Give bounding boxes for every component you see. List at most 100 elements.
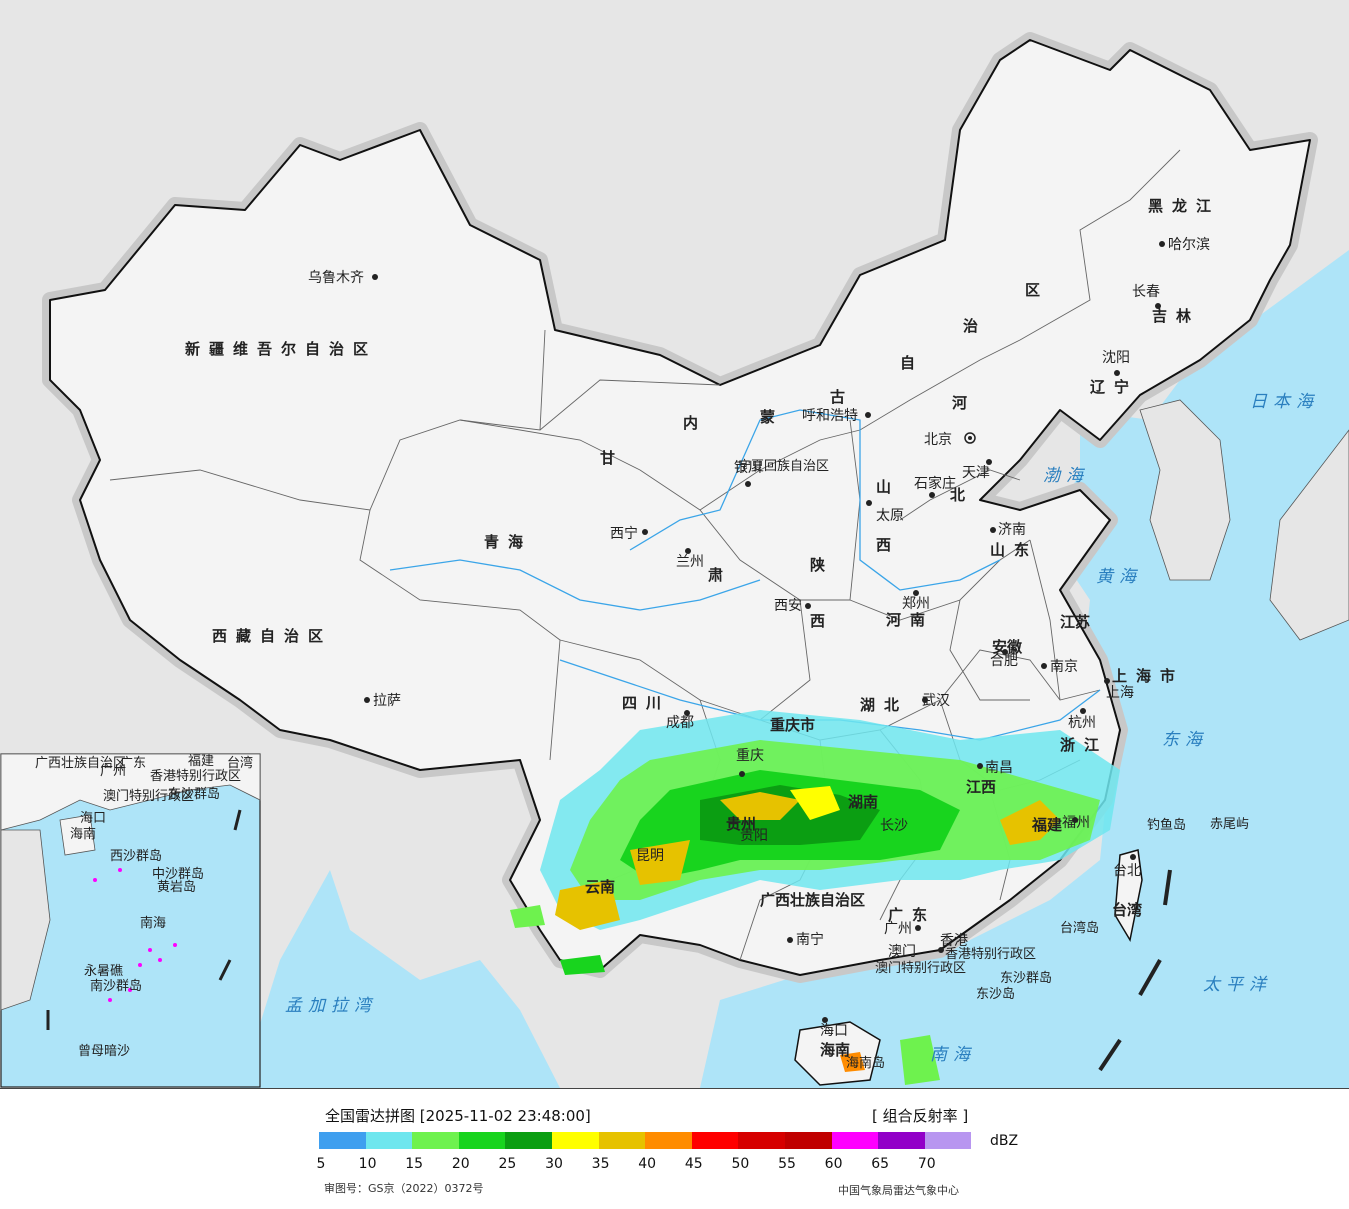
city-xian: 西安	[774, 598, 802, 614]
legend-approval-number: 审图号：GS京（2022）0372号	[324, 1182, 484, 1195]
inset-label-haikou: 海口	[80, 811, 106, 826]
label-jiangsu: 江苏	[1060, 613, 1090, 631]
legend-tick-label: 45	[684, 1156, 703, 1172]
city-shanghai: 上海	[1106, 685, 1134, 701]
legend-swatch	[831, 1132, 879, 1149]
legend-swatch	[319, 1132, 366, 1149]
label-gansu-2: 肃	[708, 566, 723, 584]
sea-bengal: 孟加拉湾	[285, 996, 377, 1016]
legend-tick-label: 35	[591, 1156, 610, 1172]
label-yunnan: 云南	[585, 878, 615, 896]
island-chiwei: 赤尾屿	[1210, 817, 1249, 832]
label-shandong: 山东	[990, 541, 1038, 559]
inset-label-zengmu: 曾母暗沙	[78, 1044, 130, 1059]
label-qinghai: 青海	[484, 533, 532, 551]
legend-tick-label: 65	[871, 1156, 890, 1172]
label-shaanxi: 陕	[810, 556, 825, 574]
legend-title: 全国雷达拼图 [2025-11-02 23:48:00]	[325, 1107, 591, 1125]
city-yinchuan: 银川	[734, 460, 762, 476]
legend-swatch	[878, 1132, 925, 1149]
sea-huanghai: 黄海	[1096, 567, 1142, 587]
label-shanghai-shi: 上海市	[1112, 667, 1184, 685]
label-henan: 河南	[886, 611, 934, 629]
city-urumqi: 乌鲁木齐	[308, 270, 364, 286]
korea-land	[1139, 399, 1231, 581]
legend-swatch	[924, 1132, 972, 1149]
label-macau: 澳门特别行政区	[875, 960, 966, 976]
inset-label-guangxi: 广西壮族自治区	[35, 755, 126, 771]
city-lhasa: 拉萨	[373, 693, 401, 709]
legend-panel: 全国雷达拼图 [2025-11-02 23:48:00] [ 组合反射率 ] d…	[0, 1088, 1349, 1209]
label-anhui: 安徽	[992, 638, 1023, 656]
label-xinjiang: 新疆维吾尔自治区	[185, 340, 377, 358]
label-zhejiang: 浙江	[1060, 736, 1108, 754]
legend-tick-label: 40	[638, 1156, 657, 1172]
taiwan-island	[1114, 849, 1143, 943]
label-xizang: 西藏自治区	[212, 627, 332, 645]
city-beijing: 北京	[924, 432, 952, 448]
label-neimenggu-6: 区	[1025, 281, 1040, 299]
legend-unit: dBZ	[990, 1133, 1019, 1149]
inset-label-macau: 澳门特别行政区	[103, 788, 194, 804]
city-guangzhou: 广州	[884, 921, 912, 937]
radar-echoes	[510, 710, 1120, 1085]
city-nanning: 南宁	[796, 931, 824, 948]
label-neimenggu-4: 自	[900, 354, 915, 372]
city-shenyang: 沈阳	[1102, 350, 1130, 366]
city-harbin: 哈尔滨	[1168, 237, 1210, 253]
legend-swatch	[458, 1132, 506, 1149]
label-guizhou: 贵州	[726, 815, 756, 833]
legend-swatch	[691, 1132, 739, 1149]
island-dongsha-qundao: 东沙群岛	[1000, 970, 1052, 986]
sea-donghai: 东海	[1162, 730, 1208, 750]
label-shanxi-2: 西	[876, 536, 891, 554]
label-ningxia: 宁夏回族自治区	[738, 458, 829, 474]
inset-label-nanhai: 南海	[140, 915, 166, 931]
label-hubei: 湖北	[860, 696, 908, 714]
legend-tick-label: 55	[778, 1156, 796, 1172]
island-dongsha: 东沙岛	[976, 986, 1015, 1002]
legend-swatch	[598, 1132, 646, 1149]
label-neimenggu-5: 治	[963, 317, 978, 335]
label-jilin: 吉林	[1152, 307, 1200, 325]
label-fujian: 福建	[1031, 816, 1063, 834]
inset-label-taiwan: 台湾	[227, 755, 253, 771]
city-taibei: 台北	[1113, 863, 1141, 879]
label-hebei: 河	[952, 394, 967, 412]
legend-swatch	[645, 1132, 692, 1149]
legend-tick-label: 5	[316, 1156, 326, 1172]
radar-map[interactable]: 新疆维吾尔自治区 西藏自治区 青海 甘 肃 内 蒙 古 自 治 区 黑龙江 吉林…	[0, 0, 1349, 1088]
south-china-sea-inset	[0, 753, 261, 1088]
legend-tick-label: 20	[451, 1156, 470, 1172]
sea-nanhai: 南海	[930, 1045, 976, 1065]
label-shanxi: 山	[876, 478, 891, 496]
label-neimenggu-2: 蒙	[760, 408, 775, 426]
inset-label-nansha: 南沙群岛	[90, 978, 142, 994]
label-neimenggu-1: 内	[683, 414, 698, 432]
city-aomen: 澳门	[888, 944, 916, 960]
city-fuzhou: 福州	[1062, 815, 1090, 831]
label-hainan: 海南	[820, 1041, 850, 1059]
label-liaoning: 辽宁	[1090, 378, 1138, 396]
label-shaanxi-2: 西	[810, 612, 825, 630]
legend-tick-label: 10	[358, 1156, 377, 1172]
city-haikou: 海口	[820, 1023, 848, 1039]
city-hefei: 合肥	[990, 653, 1018, 669]
map-labels: 新疆维吾尔自治区 西藏自治区 青海 甘 肃 内 蒙 古 自 治 区 黑龙江 吉林…	[35, 197, 1313, 1071]
city-xianggang: 香港	[940, 933, 968, 949]
city-guiyang: 贵阳	[740, 828, 768, 844]
inset-label-hk: 香港特别行政区	[150, 769, 241, 784]
city-taiyuan: 太原	[876, 508, 904, 524]
city-changchun: 长春	[1132, 284, 1160, 300]
island-taiwan-dao: 台湾岛	[1060, 920, 1099, 936]
city-shijiazhuang: 石家庄	[914, 475, 956, 492]
legend-swatch	[412, 1132, 459, 1149]
legend-colorbar	[319, 1132, 972, 1149]
label-hebei-2: 北	[950, 486, 965, 504]
legend-tick-label: 25	[498, 1156, 517, 1172]
map-canvas: 新疆维吾尔自治区 西藏自治区 青海 甘 肃 内 蒙 古 自 治 区 黑龙江 吉林…	[0, 32, 1349, 1088]
city-hangzhou: 杭州	[1068, 715, 1096, 731]
legend-tick-label: 60	[824, 1156, 843, 1172]
legend-swatch	[365, 1132, 413, 1149]
island-hainan-dao: 海南岛	[846, 1055, 885, 1071]
